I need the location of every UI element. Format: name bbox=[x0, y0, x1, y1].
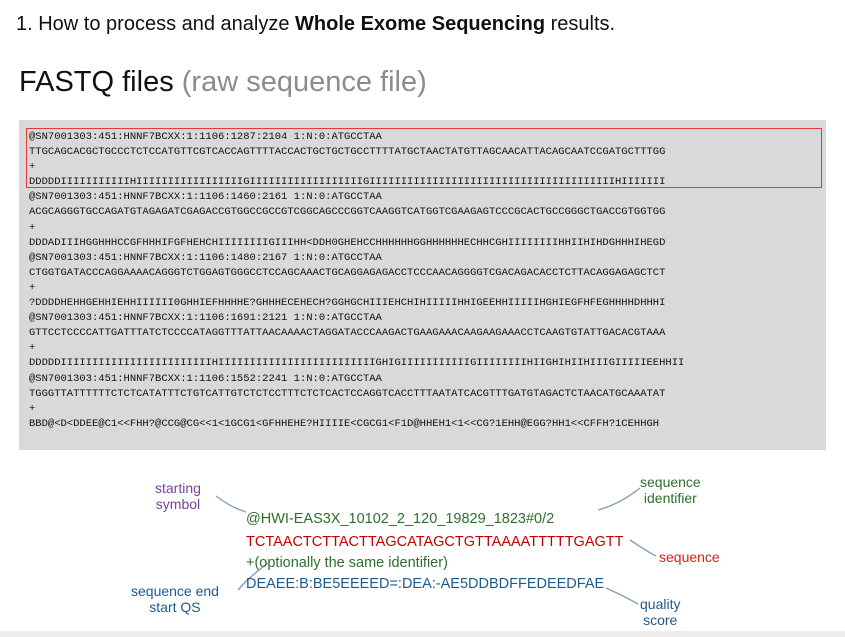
title-main: FASTQ files bbox=[19, 66, 174, 98]
record-sequence: TCTAACTCTTACTTAGCATAGCTGTTAAAATTTTTGAGTT bbox=[246, 534, 624, 550]
identifier-connector bbox=[597, 487, 641, 511]
fastq-example-box: @SN7001303:451:HNNF7BCXX:1:1106:1287:210… bbox=[19, 120, 826, 450]
heading-prefix: 1. How to process and analyze bbox=[16, 13, 296, 35]
fastq-line: @SN7001303:451:HNNF7BCXX:1:1106:1691:212… bbox=[29, 312, 382, 325]
fastq-line: + bbox=[29, 402, 36, 415]
quality-connector bbox=[605, 587, 639, 605]
quality-score-label: quality score bbox=[640, 596, 681, 628]
fastq-line: + bbox=[29, 221, 36, 234]
title-sub: (raw sequence file) bbox=[181, 66, 427, 98]
heading-suffix: results. bbox=[545, 13, 616, 35]
fastq-line: DDDDDIIIIIIIIIIIHIIIIIIIIIIIIIIIIIGIIIII… bbox=[29, 176, 666, 189]
sequence-end-label: sequence end start QS bbox=[131, 583, 219, 615]
fastq-line: + bbox=[29, 342, 36, 355]
fastq-lines: @SN7001303:451:HNNF7BCXX:1:1106:1287:210… bbox=[29, 130, 684, 432]
record-plus-line: +(optionally the same identifier) bbox=[246, 555, 448, 571]
sequence-identifier-label: sequence identifier bbox=[640, 474, 701, 506]
fastq-line: @SN7001303:451:HNNF7BCXX:1:1106:1287:210… bbox=[29, 131, 382, 143]
fastq-line: CTGGTGATACCCAGGAAAACAGGGTCTGGAGTGGGCCTCC… bbox=[29, 266, 666, 279]
fastq-line: BBD@<D<DDEE@C1<<FHH?@CCG@CG<<1<1GCG1<GFH… bbox=[29, 417, 660, 430]
record-identifier: @HWI-EAS3X_10102_2_120_19829_1823#0/2 bbox=[246, 511, 555, 527]
connector-lines bbox=[215, 487, 657, 605]
section-heading: 1. How to process and analyze Whole Exom… bbox=[16, 13, 615, 36]
sequence-connector bbox=[629, 539, 657, 557]
fastq-line: DDDDDIIIIIIIIIIIIIIIIIIIIIIIIHIIIIIIIIII… bbox=[29, 357, 685, 370]
page-title: FASTQ files (raw sequence file) bbox=[19, 66, 427, 99]
fastq-line: + bbox=[29, 161, 36, 174]
sequence-end-connector bbox=[237, 562, 269, 591]
fastq-line: ACGCAGGGTGCCAGATGTAGAGATCGAGACCGTGGCCGCC… bbox=[29, 206, 666, 219]
record-quality: DEAEE:B:BE5EEEED=:DEA:-AE5DDBDFFEDEEDFAE bbox=[246, 576, 605, 592]
fastq-line: TGGGTTATTTTTTCTCTCATATTTCTGTCATTGTCTCTCC… bbox=[29, 387, 666, 400]
bottom-bar bbox=[0, 631, 845, 637]
fastq-line: @SN7001303:451:HNNF7BCXX:1:1106:1480:216… bbox=[29, 251, 382, 264]
fastq-line: ?DDDDHEHHGEHHIEHHIIIIII0GHHIEFHHHHE?GHHH… bbox=[29, 297, 666, 310]
fastq-line: TTGCAGCACGCTGCCCTCTCCATGTTCGTCACCAGTTTTA… bbox=[29, 146, 666, 159]
fastq-format-diagram: starting symbol sequence identifier sequ… bbox=[0, 460, 845, 637]
sequence-label: sequence bbox=[659, 549, 720, 565]
fastq-line: @SN7001303:451:HNNF7BCXX:1:1106:1460:216… bbox=[29, 191, 382, 204]
fastq-line: @SN7001303:451:HNNF7BCXX:1:1106:1552:224… bbox=[29, 372, 382, 385]
fastq-line: DDDADIIIHGGHHHCCGFHHHIFGFHEHCHIIIIIIIIGI… bbox=[29, 236, 666, 249]
starting-symbol-label: starting symbol bbox=[155, 480, 201, 512]
heading-bold: Whole Exome Sequencing bbox=[295, 13, 546, 35]
fastq-line: GTTCCTCCCCATTGATTTATCTCCCCATAGGTTTATTAAC… bbox=[29, 327, 666, 340]
fastq-line: + bbox=[29, 281, 36, 294]
first-record-highlight bbox=[26, 128, 822, 188]
starting-symbol-connector bbox=[215, 495, 247, 513]
